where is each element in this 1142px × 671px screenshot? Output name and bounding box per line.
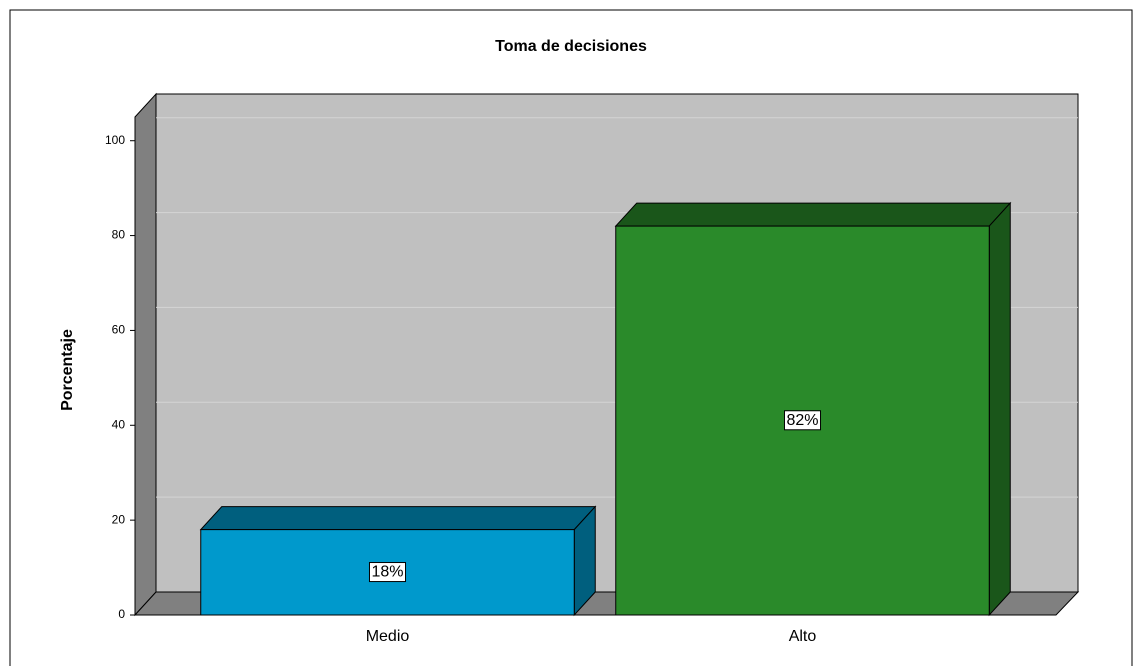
data-label-box (368, 562, 407, 583)
bar-top (614, 202, 1012, 227)
y-tick-label: 20 (112, 512, 126, 526)
y-tick-label: 100 (105, 133, 125, 147)
y-tick-label: 40 (112, 417, 126, 431)
y-tick-label: 60 (112, 323, 126, 337)
x-tick-label: Alto (789, 628, 817, 645)
y-axis-label: Porcentaje (59, 329, 76, 411)
x-tick-label: Medio (366, 628, 410, 645)
data-label: 82% (786, 412, 818, 429)
bar-side (988, 201, 1011, 617)
data-label: 18% (371, 564, 403, 581)
data-label-box (783, 410, 822, 431)
side-wall (134, 92, 157, 617)
y-tick-label: 80 (112, 228, 126, 242)
bar-top (199, 506, 597, 531)
chart-title: Toma de decisiones (495, 38, 647, 55)
y-tick-label: 0 (118, 607, 125, 621)
